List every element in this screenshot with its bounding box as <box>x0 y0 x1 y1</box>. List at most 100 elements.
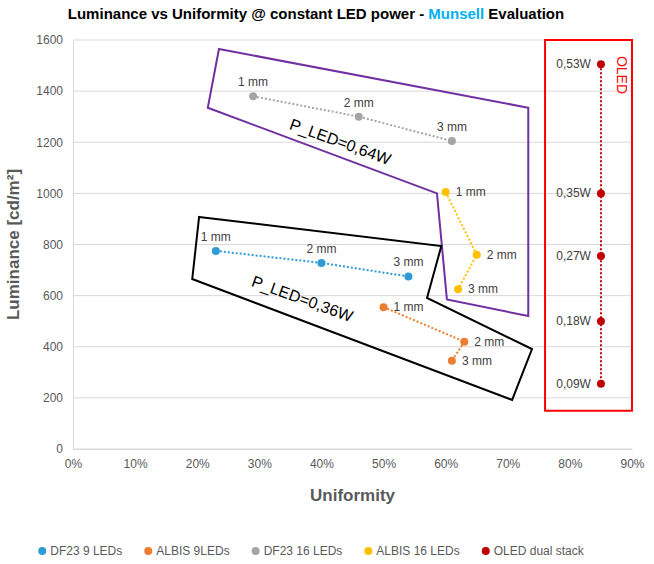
x-tick: 90% <box>620 449 644 471</box>
grid <box>73 40 632 449</box>
y-tick-label: 1400 <box>36 84 63 98</box>
legend-item: DF23 9 LEDs <box>38 544 122 558</box>
y-tick: 1200 <box>36 136 73 150</box>
data-point <box>473 251 481 259</box>
x-tick-label: 40% <box>310 457 334 471</box>
data-point <box>442 188 450 196</box>
chart-title: Luminance vs Uniformity @ constant LED p… <box>68 5 564 22</box>
title-part: Evaluation <box>484 5 564 22</box>
title-part: Munsell <box>428 5 484 22</box>
x-tick-label: 0% <box>65 457 83 471</box>
point-label: 0,53W <box>556 57 591 71</box>
y-tick-label: 1200 <box>36 136 63 150</box>
y-axis-title: Luminance [cd/m²] <box>4 169 23 320</box>
data-point <box>454 285 462 293</box>
y-axis: 0 200 400 600 800 1000 1200 1400 1600 <box>36 33 73 456</box>
series-line <box>253 96 452 141</box>
x-tick-label: 60% <box>434 457 458 471</box>
region-outline <box>192 217 532 400</box>
y-tick-label: 600 <box>43 289 63 303</box>
legend-label: ALBIS 9LEDs <box>156 544 229 558</box>
y-tick: 1600 <box>36 33 73 47</box>
y-tick: 1000 <box>36 187 73 201</box>
point-label: 2 mm <box>474 335 504 349</box>
data-point <box>448 357 456 365</box>
data-point <box>597 252 605 260</box>
y-tick-label: 0 <box>56 442 63 456</box>
legend-item: OLED dual stack <box>482 544 585 558</box>
legend-item: DF23 16 LEDs <box>252 544 343 558</box>
point-label: 1 mm <box>201 230 231 244</box>
data-point <box>597 380 605 388</box>
data-point <box>597 60 605 68</box>
x-tick: 10% <box>124 449 148 471</box>
chart-container: Luminance vs Uniformity @ constant LED p… <box>0 0 654 564</box>
point-label: 0,09W <box>556 377 591 391</box>
y-tick: 200 <box>43 391 73 405</box>
x-tick-label: 20% <box>186 457 210 471</box>
y-tick-label: 200 <box>43 391 63 405</box>
chart-svg: Luminance vs Uniformity @ constant LED p… <box>0 0 654 564</box>
data-point <box>380 303 388 311</box>
grid-line <box>73 193 632 194</box>
y-tick-label: 1600 <box>36 33 63 47</box>
x-tick-label: 30% <box>248 457 272 471</box>
x-tick: 60% <box>434 449 458 471</box>
point-label: 0,18W <box>556 314 591 328</box>
y-tick: 800 <box>43 238 73 252</box>
point-label: 2 mm <box>487 248 517 262</box>
title-part: Luminance vs Uniformity @ constant LED p… <box>68 5 429 22</box>
point-label: 3 mm <box>468 282 498 296</box>
region-labels: P_LED=0,64WP_LED=0,36WOLED <box>249 56 630 326</box>
x-tick-label: 90% <box>620 457 644 471</box>
series-line <box>446 192 477 289</box>
region-label: P_LED=0,64W <box>287 116 394 170</box>
legend: DF23 9 LEDs ALBIS 9LEDs DF23 16 LEDs ALBIS … <box>38 544 585 558</box>
data-point <box>460 338 468 346</box>
point-label: 3 mm <box>393 255 423 269</box>
y-tick-label: 800 <box>43 238 63 252</box>
grid-line <box>73 346 632 347</box>
x-tick: 20% <box>186 449 210 471</box>
x-tick: 0% <box>65 449 83 471</box>
y-tick: 0 <box>56 442 73 456</box>
legend-label: OLED dual stack <box>494 544 585 558</box>
point-label: 2 mm <box>344 96 374 110</box>
data-point <box>404 272 412 280</box>
x-tick: 70% <box>496 449 520 471</box>
data-point <box>448 137 456 145</box>
region-label: P_LED=0,36W <box>249 273 356 327</box>
data-point <box>212 247 220 255</box>
point-label: 0,27W <box>556 249 591 263</box>
data-point <box>317 259 325 267</box>
x-axis-line <box>74 449 633 450</box>
y-tick-label: 1000 <box>36 187 63 201</box>
y-tick: 1400 <box>36 84 73 98</box>
point-label: 1 mm <box>394 300 424 314</box>
grid-line <box>73 449 632 450</box>
x-tick-label: 50% <box>372 457 396 471</box>
series-line <box>384 307 465 361</box>
legend-marker <box>364 547 372 555</box>
data-point <box>249 92 257 100</box>
data-point <box>597 317 605 325</box>
x-tick: 40% <box>310 449 334 471</box>
legend-item: ALBIS 16 LEDs <box>364 544 459 558</box>
regions <box>192 40 632 411</box>
series-line <box>600 64 602 384</box>
x-tick: 50% <box>372 449 396 471</box>
y-tick: 600 <box>43 289 73 303</box>
grid-line <box>73 91 632 92</box>
legend-label: ALBIS 16 LEDs <box>376 544 459 558</box>
plot-data <box>212 60 605 388</box>
y-tick: 400 <box>43 340 73 354</box>
legend-marker <box>144 547 152 555</box>
point-labels: 1 mm2 mm3 mm1 mm2 mm3 mm1 mm2 mm3 mm1 mm… <box>201 57 592 391</box>
point-label: 1 mm <box>456 185 486 199</box>
legend-item: ALBIS 9LEDs <box>144 544 229 558</box>
x-axis: 0%10%20%30%40%50%60%70%80%90% <box>65 449 645 471</box>
grid-line <box>73 295 632 296</box>
x-tick-label: 10% <box>124 457 148 471</box>
legend-label: DF23 16 LEDs <box>264 544 343 558</box>
data-point <box>355 113 363 121</box>
